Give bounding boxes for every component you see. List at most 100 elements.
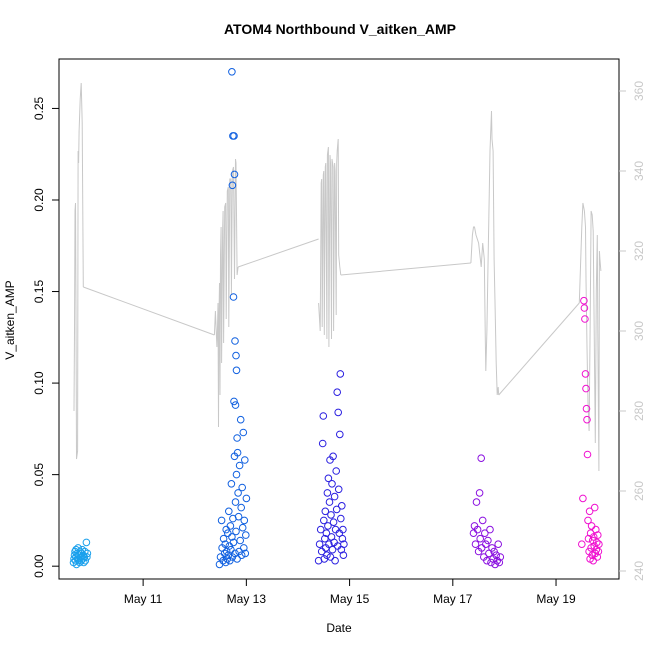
- data-point-1-31: [230, 170, 239, 179]
- data-point-1-37: [232, 527, 240, 536]
- data-point-1-19: [227, 480, 236, 488]
- y-axis: 0.00 0.05 0.10 0.15 0.20 0.25: [32, 96, 59, 578]
- data-point-2-8: [321, 534, 329, 543]
- line-segment-0: [73, 82, 84, 460]
- data-point-3-27: [496, 553, 505, 561]
- data-point-1-41: [233, 555, 241, 563]
- data-point-1-7: [221, 540, 229, 549]
- data-point-1-35: [231, 498, 240, 506]
- data-point-1-27: [229, 293, 238, 301]
- data-point-3-21: [490, 547, 498, 556]
- data-point-1-53: [239, 428, 248, 437]
- data-point-2-31: [332, 505, 341, 514]
- data-point-4-8: [583, 415, 591, 424]
- data-point-1-59: [242, 494, 251, 503]
- data-point-0-4: [71, 556, 80, 565]
- data-point-1-47: [236, 536, 244, 545]
- y-tick-label-3: 0.15: [32, 280, 46, 304]
- x-tick-label-1: May 13: [227, 592, 267, 606]
- data-point-2-44: [339, 551, 348, 560]
- data-point-1-21: [228, 68, 236, 76]
- data-point-2-30: [332, 467, 341, 475]
- data-point-2-24: [329, 452, 337, 461]
- data-point-1-56: [241, 456, 249, 464]
- data-point-1-51: [238, 483, 246, 492]
- data-point-1-20: [228, 533, 236, 541]
- data-point-4-28: [593, 553, 602, 561]
- data-point-2-35: [334, 485, 343, 494]
- data-point-1-2: [217, 516, 226, 525]
- data-point-1-40: [233, 434, 241, 442]
- data-point-3-15: [484, 536, 492, 545]
- data-point-4-3: [580, 304, 589, 312]
- data-point-3-16: [485, 549, 493, 558]
- data-point-2-34: [334, 408, 343, 417]
- data-point-1-28: [230, 397, 238, 406]
- data-point-2-39: [337, 514, 345, 523]
- data-point-2-41: [338, 502, 346, 510]
- data-point-2-45: [340, 540, 348, 549]
- data-point-0-24: [81, 556, 90, 565]
- line-segment-3: [470, 110, 500, 396]
- line-connector-1: [237, 238, 319, 268]
- line-connector-0: [83, 286, 215, 336]
- data-point-3-23: [492, 551, 501, 560]
- y-tick-label-2: 0.10: [32, 371, 46, 395]
- y-tick-label-5: 0.25: [32, 96, 46, 120]
- data-point-2-11: [322, 529, 331, 538]
- y2-tick-label-0: 240: [632, 561, 646, 581]
- data-point-2-25: [329, 518, 338, 527]
- y2-tick-label-1: 260: [632, 481, 646, 501]
- data-point-2-2: [316, 525, 325, 534]
- data-point-3-25: [494, 540, 503, 549]
- data-point-3-0: [469, 529, 478, 538]
- data-point-2-32: [333, 388, 342, 397]
- data-point-2-13: [323, 489, 332, 497]
- data-point-1-58: [242, 531, 250, 539]
- x-tick-label-0: May 11: [124, 592, 163, 606]
- data-point-4-27: [593, 538, 601, 547]
- data-point-2-12: [323, 551, 331, 560]
- data-point-2-1: [315, 540, 324, 549]
- y2-tick-label-4: 320: [632, 241, 646, 261]
- data-point-2-33: [333, 542, 342, 550]
- data-point-2-38: [336, 370, 345, 378]
- data-point-1-8: [221, 558, 230, 567]
- data-point-1-48: [236, 415, 245, 424]
- y2-tick-label-2: 280: [632, 401, 646, 421]
- data-point-4-0: [578, 540, 586, 549]
- data-point-3-13: [482, 540, 490, 549]
- data-point-3-2: [471, 540, 480, 549]
- data-point-4-17: [587, 522, 596, 530]
- data-point-1-9: [222, 525, 230, 534]
- y2-tick-label-6: 360: [632, 81, 646, 101]
- data-point-2-43: [339, 525, 347, 534]
- data-point-4-1: [579, 494, 587, 503]
- data-point-0-21: [80, 558, 88, 567]
- data-point-4-31: [595, 540, 603, 549]
- y2-axis: 240 260 280 300 320 340 360: [619, 81, 646, 581]
- data-point-2-6: [320, 516, 328, 525]
- data-point-1-38: [232, 366, 241, 375]
- y-tick-label-0: 0.00: [32, 554, 46, 578]
- x-axis: May 11 May 13 May 15 May 17 May 19: [124, 579, 576, 606]
- data-point-4-2: [580, 296, 588, 305]
- line-segment-1: [213, 158, 239, 428]
- data-point-4-30: [594, 547, 603, 556]
- data-point-4-21: [589, 533, 598, 541]
- x-tick-label-3: May 17: [433, 592, 473, 606]
- data-point-1-46: [235, 461, 244, 470]
- y-tick-label-1: 0.05: [32, 463, 46, 487]
- data-point-4-29: [594, 531, 602, 539]
- chart-title: ATOM4 Northbound V_aitken_AMP: [224, 21, 456, 37]
- data-point-4-13: [585, 507, 594, 516]
- data-point-2-9: [321, 507, 330, 516]
- data-point-0-25: [82, 538, 91, 547]
- data-point-1-32: [231, 337, 239, 345]
- data-point-2-17: [325, 498, 334, 506]
- data-point-2-4: [318, 439, 327, 448]
- data-point-1-26: [229, 538, 238, 547]
- data-point-1-39: [232, 470, 241, 479]
- x-tick-label-4: May 19: [536, 592, 576, 606]
- data-point-1-54: [240, 544, 248, 552]
